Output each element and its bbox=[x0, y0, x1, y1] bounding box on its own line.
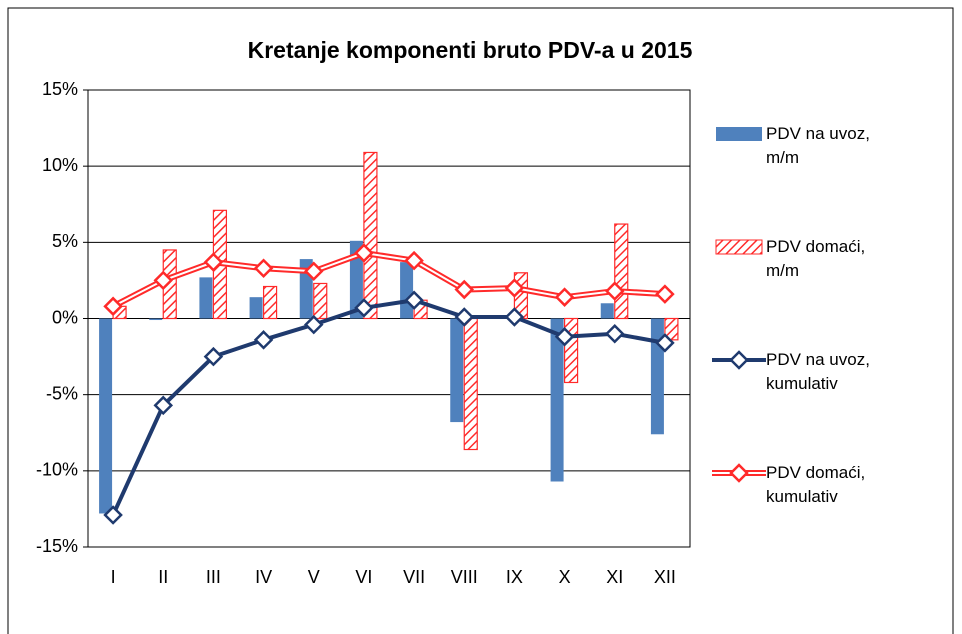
line bbox=[111, 298, 666, 516]
marker bbox=[354, 298, 374, 318]
y-tick-label: 0% bbox=[52, 307, 78, 327]
legend-item: PDV domaći, kumulativ bbox=[710, 461, 900, 509]
marker bbox=[253, 330, 274, 350]
legend-box bbox=[716, 127, 762, 141]
legend-swatch bbox=[712, 463, 766, 483]
marker bbox=[153, 270, 174, 291]
y-tick-label: 5% bbox=[52, 231, 78, 251]
marker bbox=[454, 279, 475, 300]
legend-swatch bbox=[715, 239, 763, 255]
bar bbox=[349, 240, 363, 319]
x-tick-label: X bbox=[559, 567, 571, 587]
x-tick-label: VIII bbox=[451, 567, 478, 587]
legend-label: PDV na uvoz, m/m bbox=[766, 124, 870, 167]
line bbox=[111, 249, 666, 309]
legend-box bbox=[715, 239, 763, 255]
bar bbox=[550, 318, 564, 482]
marker bbox=[203, 252, 224, 272]
bar bbox=[450, 318, 464, 423]
y-tick-label: -10% bbox=[36, 460, 78, 480]
x-tick-label: IV bbox=[255, 567, 272, 587]
marker bbox=[103, 505, 123, 525]
y-tick-label: 15% bbox=[42, 79, 78, 99]
legend-label: PDV na uvoz, kumulativ bbox=[766, 350, 870, 393]
marker bbox=[554, 287, 575, 307]
marker bbox=[354, 243, 374, 263]
legend-item: PDV na uvoz, kumulativ bbox=[710, 348, 900, 396]
legend-label: PDV domaći, m/m bbox=[766, 237, 866, 280]
x-tick-label: II bbox=[158, 567, 168, 587]
bar bbox=[363, 151, 378, 320]
x-tick-label: I bbox=[111, 567, 116, 587]
chart-title: Kretanje komponenti bruto PDV-a u 2015 bbox=[248, 37, 693, 63]
legend-item: PDV na uvoz, m/m bbox=[710, 122, 900, 170]
marker bbox=[655, 284, 675, 304]
bar bbox=[614, 223, 629, 320]
line-inner bbox=[112, 251, 665, 308]
y-tick-label: -5% bbox=[46, 383, 78, 403]
marker bbox=[203, 346, 224, 367]
bar bbox=[600, 303, 614, 319]
marker bbox=[303, 261, 324, 282]
bar bbox=[249, 297, 263, 319]
legend-marker bbox=[729, 463, 749, 483]
bar bbox=[199, 277, 213, 319]
bar bbox=[313, 282, 328, 320]
bar bbox=[149, 318, 163, 321]
marker bbox=[504, 307, 525, 327]
bar bbox=[463, 317, 478, 451]
y-tick-label: 10% bbox=[42, 155, 78, 175]
legend-item: PDV domaći, m/m bbox=[710, 235, 900, 283]
frame bbox=[7, 7, 954, 634]
legend-swatch bbox=[712, 350, 766, 370]
marker bbox=[554, 327, 575, 347]
x-tick-label: XI bbox=[606, 567, 623, 587]
bar bbox=[563, 317, 579, 384]
marker bbox=[655, 333, 675, 353]
bar bbox=[400, 262, 414, 319]
x-tick-label: VI bbox=[355, 567, 372, 587]
legend-swatch bbox=[716, 127, 762, 141]
y-tick-label: -15% bbox=[36, 536, 78, 556]
marker bbox=[454, 307, 475, 327]
marker bbox=[253, 258, 274, 278]
marker bbox=[153, 395, 174, 416]
legend-label: PDV domaći, kumulativ bbox=[766, 463, 866, 506]
bar bbox=[650, 318, 664, 435]
bar bbox=[99, 318, 113, 514]
x-tick-label: V bbox=[308, 567, 320, 587]
x-tick-label: III bbox=[206, 567, 221, 587]
bar bbox=[262, 285, 278, 320]
x-tick-label: VII bbox=[403, 567, 425, 587]
marker bbox=[103, 296, 123, 317]
x-tick-label: IX bbox=[506, 567, 523, 587]
marker bbox=[303, 314, 324, 335]
legend-marker bbox=[729, 350, 749, 370]
marker bbox=[604, 281, 625, 301]
marker bbox=[404, 290, 424, 310]
x-tick-label: XII bbox=[654, 567, 676, 587]
marker bbox=[604, 323, 625, 344]
marker bbox=[504, 278, 525, 298]
marker bbox=[404, 250, 424, 271]
